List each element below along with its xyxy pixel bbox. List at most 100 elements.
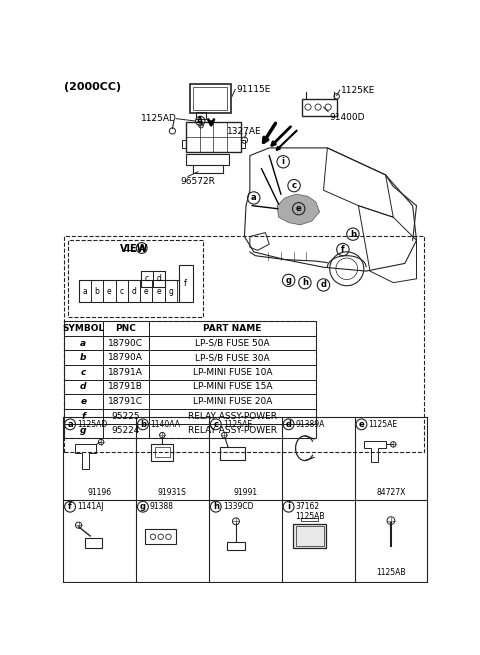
Text: b: b: [350, 230, 356, 238]
Text: PNC: PNC: [115, 324, 136, 333]
Text: 1339CD: 1339CD: [223, 502, 253, 511]
Text: RELAY ASSY-POWER: RELAY ASSY-POWER: [188, 412, 277, 421]
Bar: [103, 365, 149, 380]
Bar: [155, 447, 170, 457]
Text: d: d: [132, 287, 136, 295]
Bar: [186, 122, 240, 152]
Text: 18791B: 18791B: [108, 383, 144, 392]
Bar: [293, 523, 326, 548]
Bar: [149, 365, 316, 380]
Bar: [149, 380, 316, 394]
Text: 91196: 91196: [87, 487, 111, 496]
Text: 1125AE: 1125AE: [369, 420, 397, 429]
Text: 1141AJ: 1141AJ: [77, 502, 104, 511]
Text: h: h: [213, 502, 219, 511]
Bar: [91, 280, 103, 302]
Text: b: b: [80, 353, 86, 362]
Text: 91115E: 91115E: [237, 85, 271, 94]
Bar: [141, 271, 153, 286]
Bar: [64, 409, 103, 424]
Text: b: b: [140, 420, 146, 429]
Bar: [128, 280, 140, 302]
Text: LP-MINI FUSE 15A: LP-MINI FUSE 15A: [192, 383, 272, 392]
Text: 1327AE: 1327AE: [227, 127, 261, 136]
Text: e: e: [156, 287, 161, 295]
Text: A: A: [197, 117, 203, 126]
Text: 91400D: 91400D: [330, 113, 365, 122]
Text: 95224: 95224: [112, 426, 140, 436]
Text: 91389A: 91389A: [296, 420, 325, 429]
Text: LP-MINI FUSE 10A: LP-MINI FUSE 10A: [192, 368, 272, 377]
Bar: [103, 380, 149, 394]
Bar: [145, 529, 176, 544]
Text: g: g: [140, 502, 146, 511]
Text: a: a: [251, 193, 257, 202]
Bar: [64, 321, 316, 438]
Bar: [149, 321, 316, 336]
Bar: [116, 280, 128, 302]
Text: 18790C: 18790C: [108, 339, 144, 348]
Bar: [140, 280, 153, 302]
Bar: [149, 424, 316, 438]
Bar: [240, 140, 245, 148]
Text: RELAY ASSY-POWER: RELAY ASSY-POWER: [188, 426, 277, 436]
Text: 1125AB: 1125AB: [376, 569, 406, 578]
Bar: [103, 424, 149, 438]
Bar: [103, 394, 149, 409]
Bar: [64, 321, 103, 336]
Text: c: c: [213, 420, 218, 429]
Bar: [141, 271, 165, 286]
Bar: [153, 280, 165, 302]
Bar: [301, 517, 318, 521]
Text: VIEW: VIEW: [120, 244, 148, 254]
Bar: [186, 154, 229, 165]
Bar: [103, 409, 149, 424]
Bar: [296, 526, 324, 546]
Text: f: f: [184, 279, 187, 288]
Bar: [64, 236, 424, 452]
Text: c: c: [120, 287, 124, 295]
Bar: [149, 409, 316, 424]
Bar: [302, 99, 337, 115]
Bar: [103, 336, 149, 350]
Text: f: f: [341, 245, 345, 254]
Text: LP-S/B FUSE 50A: LP-S/B FUSE 50A: [195, 339, 270, 348]
Text: a: a: [83, 287, 87, 295]
Text: d: d: [156, 274, 161, 284]
Text: 91931S: 91931S: [158, 487, 187, 496]
Text: 37162: 37162: [296, 502, 320, 511]
Polygon shape: [277, 194, 320, 225]
Text: e: e: [80, 397, 86, 406]
Text: a: a: [67, 420, 73, 429]
Text: d: d: [80, 383, 86, 392]
Text: 1125AE: 1125AE: [223, 420, 252, 429]
Bar: [64, 350, 103, 365]
Text: e: e: [144, 287, 149, 295]
Bar: [79, 280, 179, 302]
Bar: [193, 87, 228, 110]
Bar: [64, 424, 103, 438]
Text: h: h: [302, 278, 308, 287]
Text: i: i: [287, 502, 290, 511]
Text: e: e: [296, 204, 301, 214]
Bar: [64, 336, 103, 350]
Text: 95225: 95225: [112, 412, 140, 421]
Text: e: e: [107, 287, 112, 295]
Bar: [152, 443, 173, 460]
Text: c: c: [145, 274, 149, 284]
Bar: [64, 380, 103, 394]
Bar: [179, 265, 192, 302]
Text: 96572R: 96572R: [180, 177, 215, 186]
Text: LP-S/B FUSE 30A: LP-S/B FUSE 30A: [195, 353, 270, 362]
Bar: [190, 84, 230, 113]
Text: 84727X: 84727X: [376, 487, 406, 496]
Text: e: e: [359, 420, 364, 429]
Text: 1125AD: 1125AD: [141, 114, 177, 123]
Bar: [181, 140, 186, 148]
Bar: [149, 394, 316, 409]
Text: (2000CC): (2000CC): [64, 82, 121, 92]
Text: LP-MINI FUSE 20A: LP-MINI FUSE 20A: [193, 397, 272, 406]
Text: d: d: [321, 280, 326, 290]
Text: PART NAME: PART NAME: [203, 324, 262, 333]
Text: 91991: 91991: [233, 487, 257, 496]
